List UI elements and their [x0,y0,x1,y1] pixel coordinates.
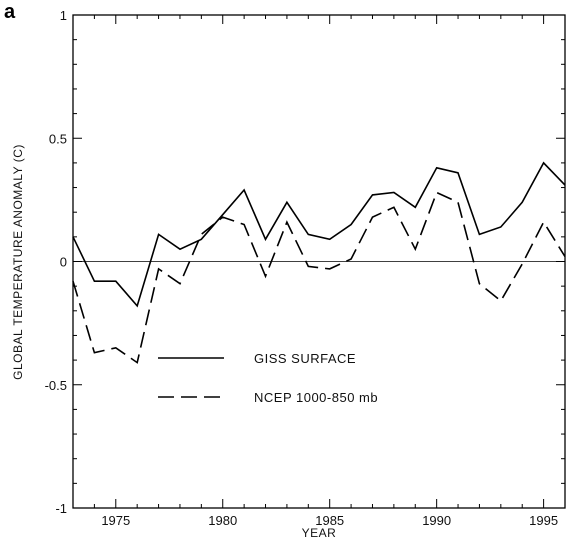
y-tick-label: -0.5 [45,378,67,393]
x-tick-label: 1995 [529,513,558,528]
series-line-ncep-1000-850-mb [72,191,566,364]
x-tick-label: 1990 [422,513,451,528]
y-tick-label: 0.5 [49,131,67,146]
x-axis-title: YEAR [302,526,337,539]
panel-label: a [4,1,16,23]
plot-area: 1975 1980 1985 1990 1995 -1 -0.5 0 0.5 1 [45,8,566,528]
y-tick-label: 1 [60,8,67,23]
legend: GISS SURFACE NCEP 1000-850 mb [158,351,378,405]
legend-label-giss-surface: GISS SURFACE [254,351,356,366]
y-axis-title: GLOBAL TEMPERATURE ANOMALY (C) [11,144,25,380]
legend-label-ncep-1000-850-mb: NCEP 1000-850 mb [254,390,378,405]
series-line-giss-surface [72,161,566,308]
x-tick-label: 1975 [101,513,130,528]
y-tick-label: -1 [55,501,67,516]
x-tick-label: 1985 [315,513,344,528]
x-tick-label: 1980 [208,513,237,528]
y-tick-label: 0 [60,255,67,270]
